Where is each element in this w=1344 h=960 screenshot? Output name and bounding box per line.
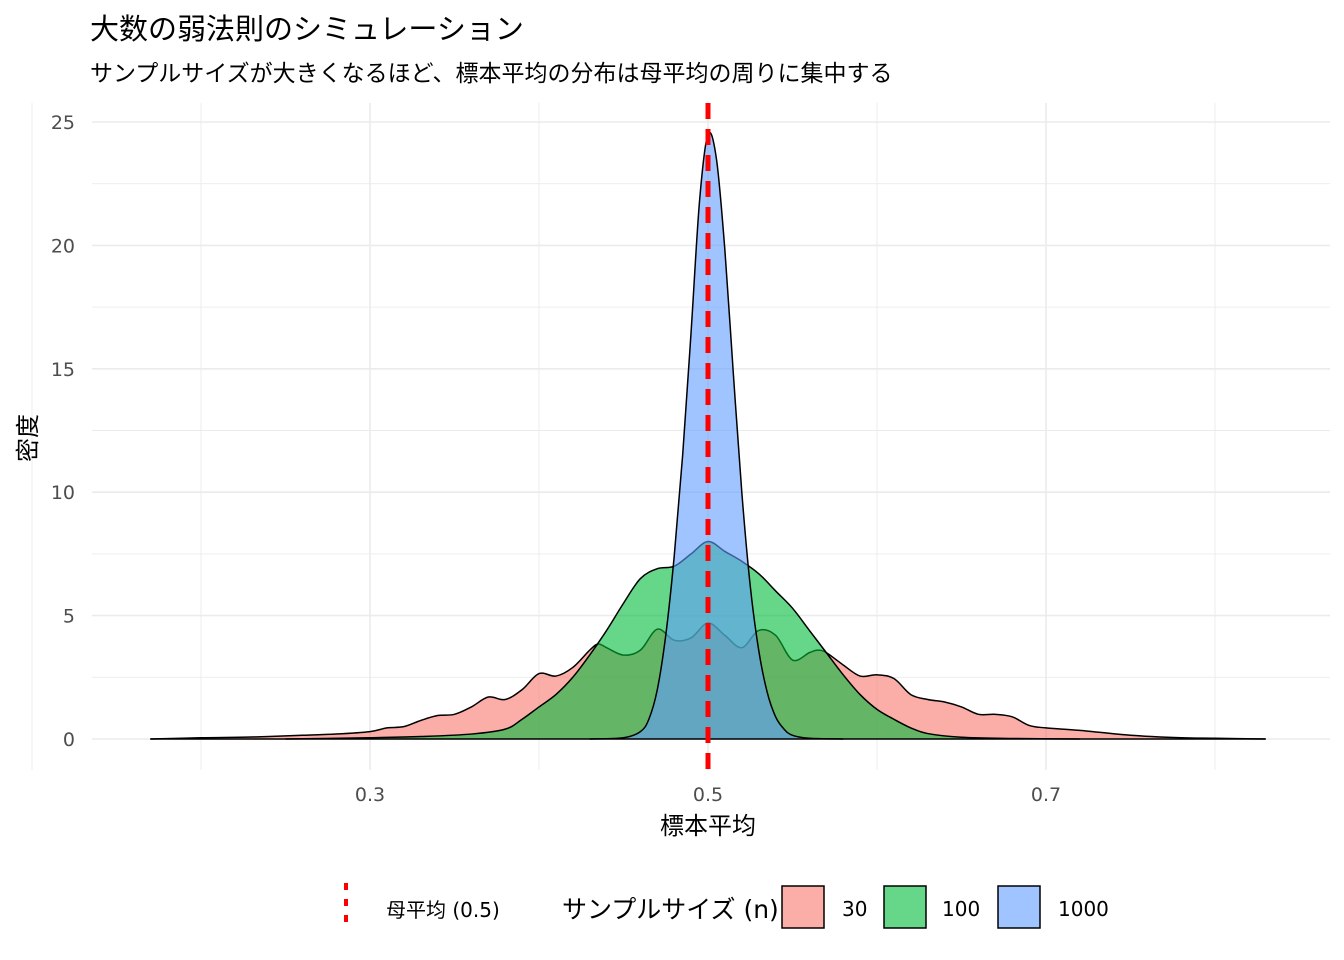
- legend-key-n100: [883, 885, 927, 929]
- legend-label-n30: 30: [842, 897, 867, 921]
- density-area-n1000: [589, 132, 844, 739]
- y-tick-label: 25: [51, 112, 75, 134]
- legend-title: サンプルサイズ (n): [562, 895, 779, 924]
- legend-key-n1000: [997, 885, 1041, 929]
- y-tick-label: 5: [63, 606, 75, 628]
- y-tick-label: 20: [51, 235, 75, 257]
- legend: 母平均 (0.5) サンプルサイズ (n) 30 100 1000: [344, 883, 1109, 931]
- legend-reference-label: 母平均 (0.5): [386, 898, 500, 922]
- x-tick-label: 0.7: [1031, 784, 1061, 806]
- legend-keys: 30 100 1000: [781, 885, 1109, 929]
- x-tick-label: 0.5: [693, 784, 723, 806]
- x-axis-title: 標本平均: [660, 812, 756, 840]
- legend-label-n100: 100: [942, 897, 980, 921]
- density-areas: [150, 131, 1266, 740]
- y-tick-label: 15: [51, 359, 75, 381]
- chart-title: 大数の弱法則のシミュレーション: [90, 12, 524, 46]
- legend-key-n30: [781, 885, 825, 929]
- y-axis-title: 密度: [14, 414, 42, 462]
- chart-subtitle: サンプルサイズが大きくなるほど、標本平均の分布は母平均の周りに集中する: [90, 61, 893, 87]
- y-tick-label: 10: [51, 482, 75, 504]
- x-tick-label: 0.3: [355, 784, 385, 806]
- y-tick-label: 0: [63, 729, 75, 751]
- density-curve-n1000: [589, 131, 844, 740]
- axis-ticks: 0.3 0.5 0.7 0 5 10 15 20 25: [51, 112, 1061, 806]
- legend-label-n1000: 1000: [1058, 897, 1109, 921]
